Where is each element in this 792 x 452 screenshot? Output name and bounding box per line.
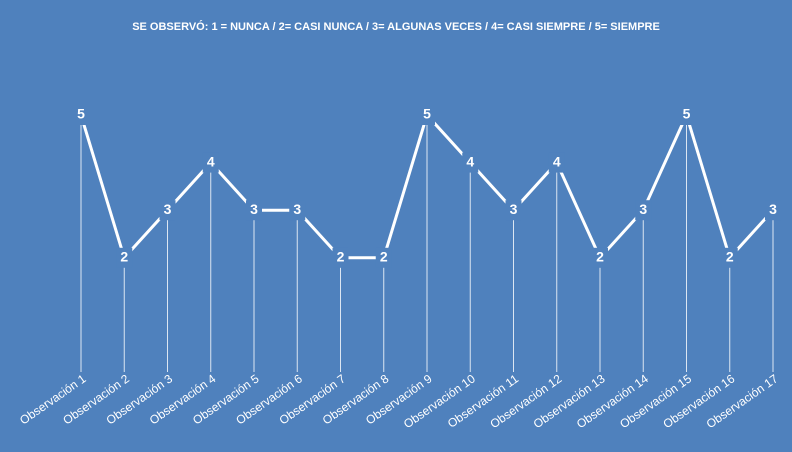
data-label: 4: [553, 153, 561, 169]
data-label: 5: [77, 106, 85, 122]
data-label: 4: [466, 153, 474, 169]
label-bg: [116, 247, 133, 268]
label-bg: [505, 200, 522, 221]
data-label: 3: [164, 201, 172, 217]
data-label: 2: [120, 249, 128, 265]
data-label: 3: [293, 201, 301, 217]
data-label: 5: [423, 106, 431, 122]
label-bg: [419, 105, 435, 125]
data-label: 2: [337, 249, 345, 265]
label-bg: [765, 200, 781, 221]
chart-title: SE OBSERVÓ: 1 = NUNCA / 2= CASI NUNCA / …: [132, 21, 660, 33]
data-label: 5: [683, 106, 691, 122]
data-label: 3: [639, 201, 647, 217]
label-bg: [635, 200, 652, 221]
data-label: 3: [510, 201, 518, 217]
label-bg: [246, 200, 262, 221]
label-bg: [592, 247, 608, 268]
data-label: 2: [726, 249, 734, 265]
label-bg: [548, 152, 565, 173]
label-bg: [73, 105, 89, 125]
label-bg: [332, 247, 349, 268]
label-bg: [678, 105, 695, 125]
data-label: 3: [250, 201, 258, 217]
label-bg: [159, 200, 176, 221]
label-bg: [721, 247, 738, 268]
label-bg: [202, 152, 219, 173]
data-label: 2: [596, 249, 604, 265]
data-label: 2: [380, 249, 388, 265]
label-bg: [375, 247, 392, 268]
label-bg: [289, 200, 306, 221]
data-label: 3: [769, 201, 777, 217]
data-label: 4: [207, 153, 215, 169]
label-bg: [462, 152, 479, 173]
